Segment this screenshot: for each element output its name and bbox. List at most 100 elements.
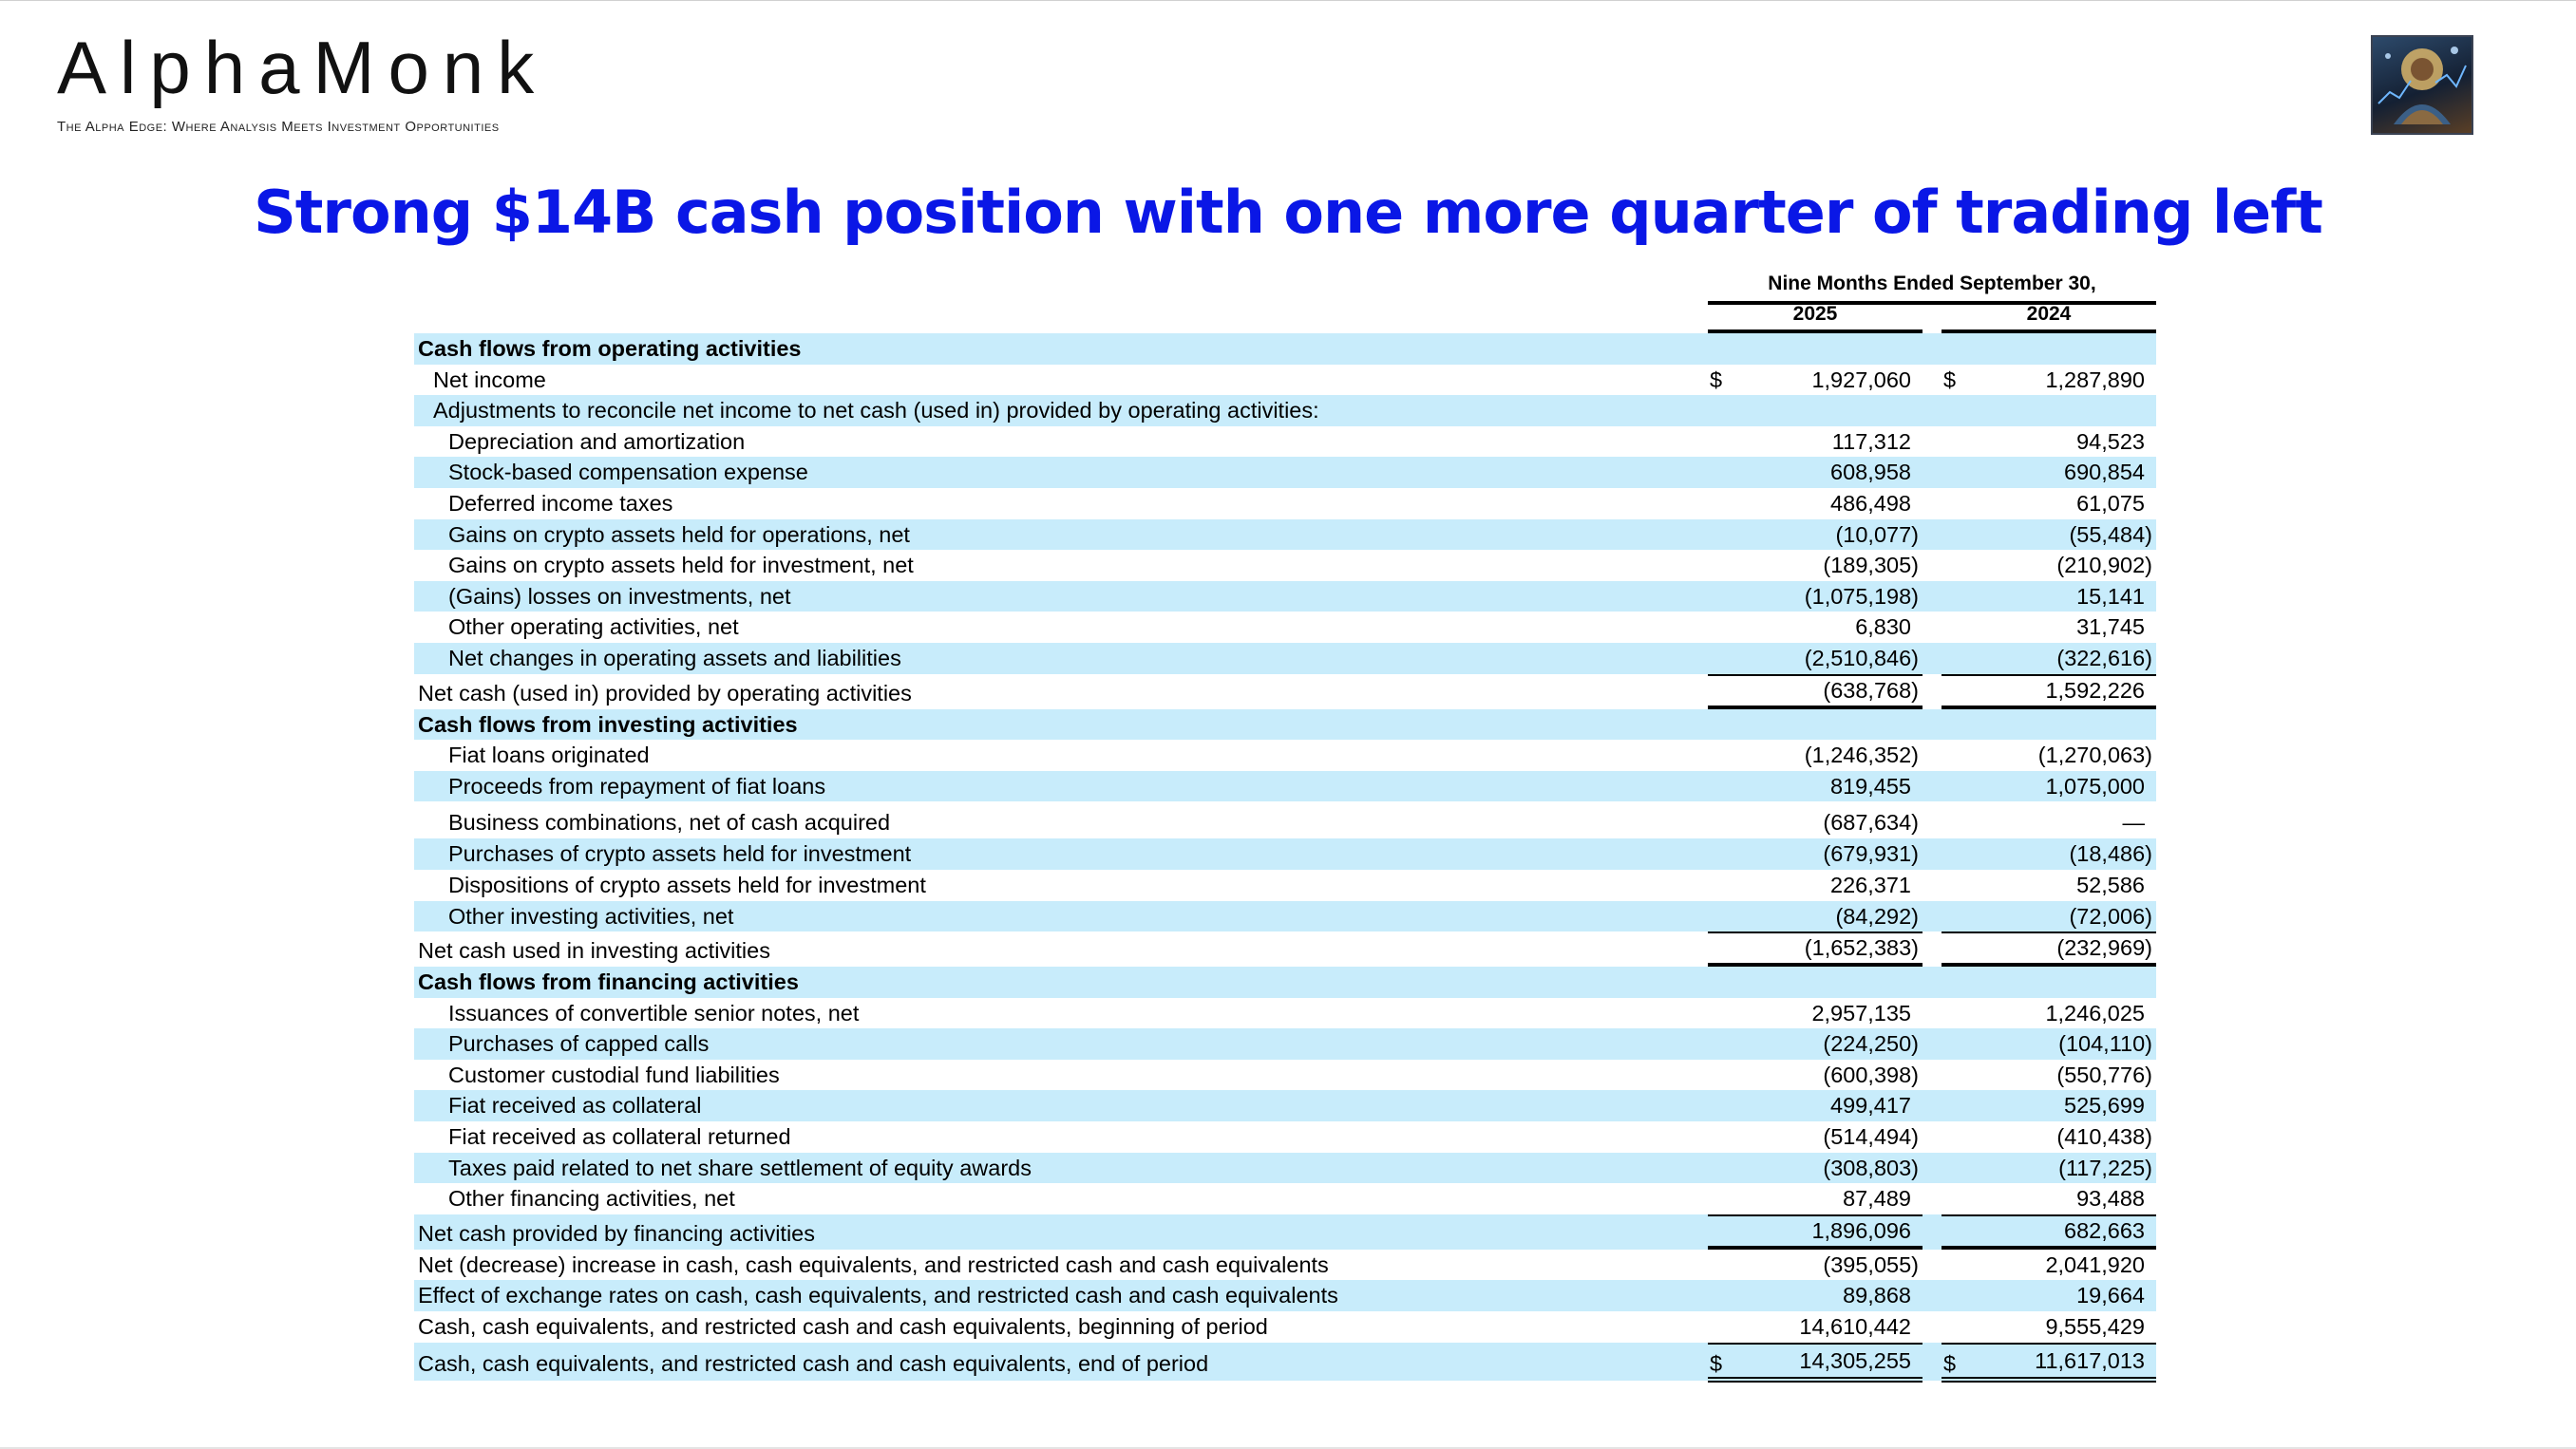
table-row: Proceeds from repayment of fiat loans 819… <box>414 770 2156 802</box>
value-2024: (72,006) <box>2069 903 2152 929</box>
row-label: Net (decrease) increase in cash, cash eq… <box>418 1251 1329 1277</box>
value-2025: (84,292) <box>1835 903 1919 929</box>
value-2024: 31,745 <box>2076 614 2145 640</box>
value-2025: 499,417 <box>1830 1093 1911 1119</box>
table-row: Gains on crypto assets held for operatio… <box>414 518 2156 551</box>
value-2025: 14,305,255 <box>1708 1342 1923 1383</box>
value-2024: 682,663 <box>1941 1214 2156 1250</box>
table-row: Depreciation and amortization 117,312 94,5… <box>414 426 2156 458</box>
value-2025: (2,510,846) <box>1804 645 1919 670</box>
value-2024: 52,586 <box>2076 872 2145 897</box>
table-row: Net cash used in investing activities (1,… <box>414 932 2156 968</box>
row-label: Cash, cash equivalents, and restricted c… <box>418 1314 1268 1340</box>
value-2024: 9,555,429 <box>2045 1314 2145 1340</box>
value-2025: 2,957,135 <box>1811 1000 1911 1026</box>
value-2025: (189,305) <box>1823 553 1919 578</box>
table-row: Cash, cash equivalents, and restricted c… <box>414 1342 2156 1383</box>
row-label: Customer custodial fund liabilities <box>448 1062 780 1087</box>
value-2025: 226,371 <box>1830 872 1911 897</box>
row-label: Purchases of capped calls <box>448 1031 710 1057</box>
year-header-2024: 2024 <box>1941 303 2156 333</box>
row-label: Other investing activities, net <box>448 903 734 929</box>
value-2024: 1,246,025 <box>2045 1000 2145 1026</box>
brand-block: AlphaMonk The Alpha Edge: Where Analysis… <box>57 28 547 135</box>
row-label: Dispositions of crypto assets held for i… <box>448 872 926 897</box>
value-2025: (638,768) <box>1708 673 1923 709</box>
value-2025: 14,610,442 <box>1799 1314 1911 1340</box>
value-2025: 87,489 <box>1843 1186 1911 1212</box>
row-label: Cash flows from financing activities <box>418 969 799 995</box>
table-row: Cash flows from financing activities <box>414 967 2156 998</box>
value-2024: (117,225) <box>2058 1155 2152 1180</box>
row-label: Cash flows from operating activities <box>418 336 802 361</box>
value-2024: 690,854 <box>2064 460 2145 485</box>
currency-symbol: $ <box>1710 367 1723 392</box>
value-2025: 1,927,060 <box>1811 367 1911 392</box>
currency-symbol: $ <box>1710 1350 1723 1376</box>
table-row: Issuances of convertible senior notes, n… <box>414 998 2156 1029</box>
table-row: (Gains) losses on investments, net (1,075… <box>414 580 2156 612</box>
value-2024: 11,617,013 <box>1941 1342 2156 1383</box>
value-2024: (104,110) <box>2058 1031 2152 1057</box>
value-2025: (1,652,383) <box>1708 932 1923 968</box>
value-2025: 1,896,096 <box>1708 1214 1923 1250</box>
value-2025: (308,803) <box>1823 1155 1919 1180</box>
table-row: Cash, cash equivalents, and restricted c… <box>414 1311 2156 1343</box>
value-2024: (410,438) <box>2056 1124 2152 1150</box>
row-label: Stock-based compensation expense <box>448 460 808 485</box>
value-2024: (550,776) <box>2056 1062 2152 1087</box>
headline: Strong $14B cash position with one more … <box>254 178 2323 247</box>
brand-name: AlphaMonk <box>57 26 548 109</box>
table-row: Cash flows from operating activities <box>414 333 2156 365</box>
row-label: Business combinations, net of cash acqui… <box>448 810 891 836</box>
table-row: Dispositions of crypto assets held for i… <box>414 870 2156 901</box>
value-2025: 486,498 <box>1830 490 1911 516</box>
table-row: Other investing activities, net (84,292) (… <box>414 900 2156 932</box>
row-label: Net income <box>433 367 546 392</box>
value-2025: 89,868 <box>1843 1283 1911 1308</box>
value-2025: (395,055) <box>1823 1251 1919 1277</box>
value-2025: (224,250) <box>1823 1031 1919 1057</box>
row-label: Deferred income taxes <box>448 490 673 516</box>
row-label: Fiat loans originated <box>448 743 650 768</box>
row-label: Proceeds from repayment of fiat loans <box>448 773 826 799</box>
row-label: Adjustments to reconcile net income to n… <box>433 398 1319 423</box>
table-row: Fiat received as collateral returned (514… <box>414 1121 2156 1153</box>
row-label: Net cash (used in) provided by operating… <box>418 680 912 706</box>
row-label: Net cash provided by financing activitie… <box>418 1220 815 1246</box>
value-2025: (687,634) <box>1823 810 1919 836</box>
value-2025: (514,494) <box>1823 1124 1919 1150</box>
value-2024: 93,488 <box>2076 1186 2145 1212</box>
row-label: Depreciation and amortization <box>448 428 746 454</box>
value-2024: 94,523 <box>2076 428 2145 454</box>
value-2025: (1,246,352) <box>1804 743 1919 768</box>
table-row: Other financing activities, net 87,489 93,… <box>414 1183 2156 1214</box>
table-row: Net cash (used in) provided by operating… <box>414 673 2156 709</box>
value-2024: (322,616) <box>2056 645 2152 670</box>
table-row: Effect of exchange rates on cash, cash e… <box>414 1280 2156 1312</box>
logo-graphic <box>2377 47 2467 124</box>
value-2025: (1,075,198) <box>1804 583 1919 609</box>
row-label: Issuances of convertible senior notes, n… <box>448 1000 860 1026</box>
table-row: Stock-based compensation expense 608,958 6… <box>414 457 2156 488</box>
value-2024: (18,486) <box>2069 841 2152 867</box>
row-label: Cash, cash equivalents, and restricted c… <box>418 1350 1209 1376</box>
table-row: Purchases of crypto assets held for inve… <box>414 838 2156 870</box>
table-row: Taxes paid related to net share settleme… <box>414 1152 2156 1184</box>
value-2024: (1,270,063) <box>2037 743 2152 768</box>
value-2024: — <box>2122 810 2146 836</box>
monk-meditating-icon <box>2371 35 2473 135</box>
value-2024: 15,141 <box>2076 583 2145 609</box>
row-label: Other financing activities, net <box>448 1186 735 1212</box>
row-label: Cash flows from investing activities <box>418 711 798 737</box>
value-2024: 525,699 <box>2064 1093 2145 1119</box>
period-header: Nine Months Ended September 30, <box>1708 273 2156 305</box>
table-row: Fiat loans originated (1,246,352) (1,270,0… <box>414 740 2156 771</box>
row-label: Net cash used in investing activities <box>418 938 770 964</box>
row-label: Fiat received as collateral <box>448 1093 702 1119</box>
value-2024: 1,592,226 <box>1941 673 2156 709</box>
table-row: Net cash provided by financing activitie… <box>414 1214 2156 1250</box>
table-body: Cash flows from operating activities Net … <box>414 333 2156 1383</box>
value-2025: 117,312 <box>1831 428 1911 454</box>
